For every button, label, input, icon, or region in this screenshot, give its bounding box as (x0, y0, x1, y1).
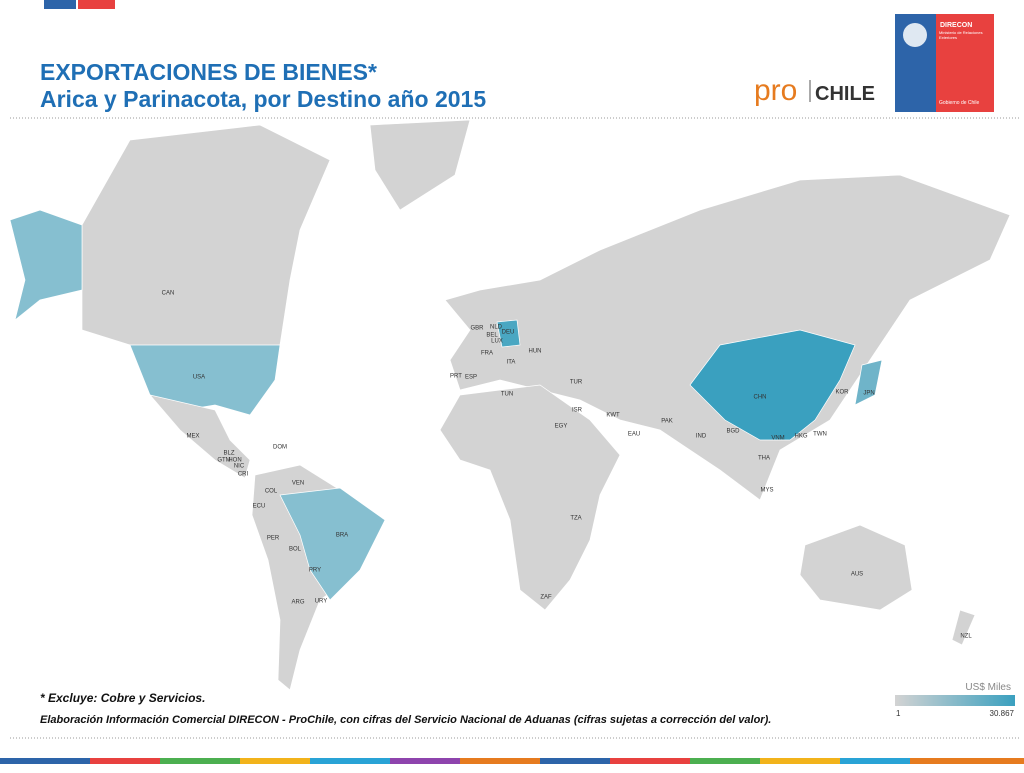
brazil (279, 487, 386, 601)
china (689, 329, 856, 441)
country-label: COL (265, 489, 278, 495)
country-label: ARG (291, 600, 304, 606)
chile-logo: CHILE (815, 83, 875, 105)
country-label: FRA (481, 351, 493, 357)
country-label: CHN (754, 395, 767, 401)
country-label: IND (696, 434, 707, 440)
country-label: URY (315, 599, 328, 605)
pro-logo: pro (754, 74, 797, 107)
country-label: TZA (570, 516, 581, 522)
country-label: BRA (336, 533, 348, 539)
country-label: MEX (186, 434, 199, 440)
country-label: USA (193, 375, 205, 381)
canada (81, 124, 331, 351)
coat-of-arms (903, 23, 927, 47)
country-label: BLZ (223, 451, 234, 457)
country-label: THA (758, 456, 770, 462)
color-stripe (0, 758, 1024, 764)
country-label: BGD (726, 429, 740, 435)
country-label: ZAF (540, 595, 552, 601)
legend-max: 30.867 (990, 709, 1015, 718)
source: Elaboración Información Comercial DIRECO… (40, 714, 771, 726)
country-label: NLD (490, 325, 503, 331)
country-label: GBR (470, 326, 484, 332)
australia (799, 524, 913, 611)
country-label: NIC (234, 464, 245, 470)
country-label: NZL (960, 634, 972, 640)
country-label: TUR (570, 380, 583, 386)
new-zealand (951, 609, 976, 646)
direcon-red (936, 14, 994, 112)
country-labels: CAN USA MEX DOM BLZ GTM HON NIC CRI VEN … (162, 291, 973, 640)
eurasia (444, 174, 1011, 501)
subtitle: Arica y Parinacota, por Destino año 2015 (40, 86, 486, 112)
greenland (369, 119, 471, 211)
country-label: KWT (606, 413, 620, 419)
country-label: PRT (450, 374, 462, 380)
map (9, 119, 1011, 691)
country-label: BEL (486, 333, 498, 339)
legend-min: 1 (896, 709, 901, 718)
country-label: EAU (628, 432, 640, 438)
country-label: JPN (863, 391, 874, 397)
country-label: PRY (309, 568, 321, 574)
country-label: ECU (253, 504, 266, 510)
country-label: AUS (851, 572, 863, 578)
country-label: GTM (217, 458, 230, 464)
country-label: HON (228, 458, 241, 464)
country-label: DEU (502, 330, 515, 336)
title: EXPORTACIONES DE BIENES* (40, 59, 377, 85)
government-text: Gobierno de Chile (939, 100, 980, 106)
footnote: * Excluye: Cobre y Servicios. (40, 691, 205, 705)
country-label: PER (267, 536, 280, 542)
country-label: LUX (491, 339, 503, 345)
ministry-box: Ministerio de Relaciones Exteriores (939, 30, 983, 40)
country-label: HUN (529, 349, 542, 355)
legend-gradient (895, 695, 1015, 706)
country-label: VEN (292, 481, 304, 487)
country-label: ISR (572, 408, 583, 414)
country-label: VNM (771, 436, 784, 442)
country-label: EGY (555, 424, 568, 430)
country-label: ESP (465, 375, 477, 381)
country-label: ITA (507, 360, 516, 366)
country-label: HKG (794, 434, 807, 440)
country-label: PAK (661, 419, 673, 425)
mexico-central-america (149, 394, 251, 479)
country-label: CRI (238, 472, 249, 478)
country-label: CAN (162, 291, 175, 297)
direcon-text: DIRECON (940, 22, 972, 29)
top-bar-red (78, 0, 115, 9)
country-label: BOL (289, 547, 302, 553)
country-label: TWN (813, 432, 827, 438)
ministry-text: Ministerio de Relaciones Exteriores (939, 30, 983, 40)
country-label: TUN (501, 392, 513, 398)
country-label: KOR (835, 390, 849, 396)
germany (496, 319, 521, 348)
country-label: MYS (760, 488, 773, 494)
japan (854, 359, 883, 406)
africa (439, 384, 621, 611)
top-bar-blue (44, 0, 76, 9)
legend-title: US$ Miles (965, 682, 1011, 693)
alaska (9, 209, 83, 321)
country-label: DOM (273, 445, 287, 451)
